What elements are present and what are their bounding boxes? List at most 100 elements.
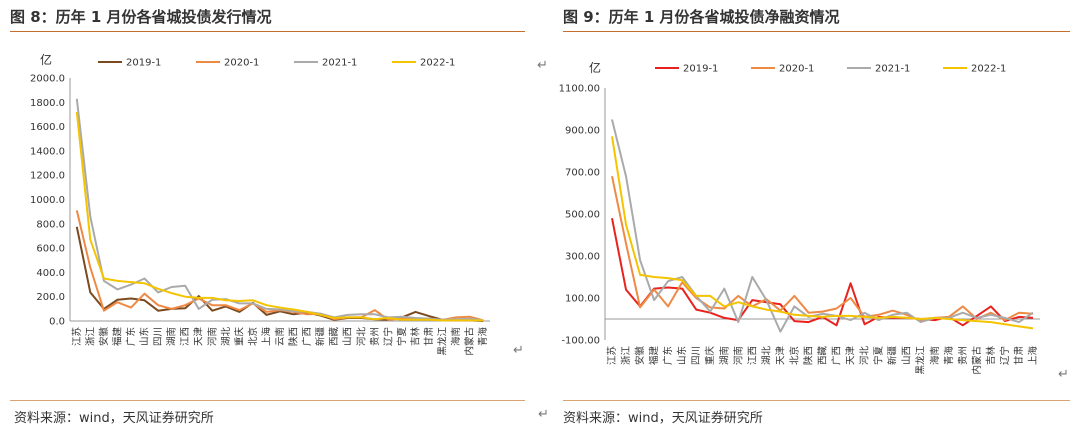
- x-tick-label: 江西: [180, 327, 191, 346]
- x-tick-label: 内蒙古: [464, 327, 476, 356]
- paragraph-mark: ↵: [537, 58, 548, 73]
- unit-label: 亿: [40, 52, 52, 67]
- x-tick-label: 上海: [1027, 346, 1039, 366]
- x-tick-label: 甘肃: [423, 327, 435, 346]
- y-tick-label: 1600.0: [30, 122, 65, 133]
- x-tick-label: 山东: [139, 327, 151, 346]
- y-tick-label: 100.00: [565, 294, 600, 305]
- x-tick-label: 西藏: [817, 346, 829, 366]
- x-tick-label: 江西: [747, 346, 758, 365]
- x-tick-label: 山西: [343, 327, 354, 346]
- x-tick-label: 四川: [153, 327, 164, 346]
- legend-label: 2019-1: [126, 58, 161, 69]
- y-tick-label: 1400.0: [30, 146, 65, 157]
- series-line: [75, 98, 484, 322]
- x-tick-label: 北京: [247, 327, 259, 346]
- x-tick-label: 上海: [260, 327, 272, 347]
- x-tick-label: 湖北: [221, 327, 232, 347]
- y-tick-label: 900.00: [565, 126, 600, 137]
- x-tick-label: 安徽: [98, 327, 110, 347]
- x-tick-label: 贵州: [957, 346, 969, 365]
- series-line: [611, 175, 1034, 323]
- x-tick-label: 贵州: [369, 327, 381, 346]
- x-tick-label: 陕西: [288, 327, 300, 346]
- x-tick-label: 重庆: [233, 327, 245, 347]
- x-tick-label: 福建: [648, 346, 660, 366]
- x-tick-label: 福建: [111, 327, 123, 347]
- x-tick-label: 江苏: [71, 327, 83, 347]
- x-tick-label: 新疆: [315, 327, 327, 347]
- issuance-chart: 亿 0.0 200.0 400.0 600.0 800.0 1000.0 1200.0 1400…: [30, 52, 490, 356]
- x-tick-label: 湖北: [761, 346, 772, 366]
- title-rule: [10, 31, 525, 32]
- series-line: [75, 226, 484, 322]
- x-tick-label: 广东: [125, 327, 137, 346]
- x-tick-label: 天津: [846, 346, 857, 366]
- y-tick-label: 0.0: [49, 317, 65, 328]
- legend-label: 2020-1: [779, 64, 814, 75]
- x-tick-label: 陕西: [802, 346, 814, 365]
- source-note: 资料来源：wind，天风证券研究所: [14, 411, 214, 426]
- y-tick-label: -100.00: [561, 336, 600, 347]
- x-tick-label: 广西: [301, 327, 313, 346]
- legend-label: 2021-1: [322, 58, 357, 69]
- legend-label: 2022-1: [420, 58, 455, 69]
- net-financing-chart: 亿 -100.00 100.00 300.00 500.00 700.00 900.00 11…: [559, 60, 1040, 375]
- x-tick-label: 河南: [206, 327, 218, 346]
- legend-label: 2019-1: [683, 64, 718, 75]
- x-tick-label: 西藏: [328, 327, 340, 347]
- unit-label: 亿: [589, 60, 601, 75]
- y-tick-label: 500.00: [565, 210, 600, 221]
- chart-title: 图 9：历年 1 月份各省城投债净融资情况: [563, 8, 840, 26]
- y-tick-label: 1200.0: [30, 171, 65, 182]
- x-tick-label: 宁夏: [396, 327, 408, 347]
- legend-label: 2021-1: [875, 64, 910, 75]
- y-tick-label: 800.0: [36, 219, 65, 230]
- x-tick-label: 黑龙江: [915, 346, 927, 375]
- x-tick-label: 黑龙江: [437, 327, 449, 356]
- footer-rule: [10, 400, 525, 401]
- x-tick-label: 重庆: [704, 346, 716, 366]
- x-tick-label: 广东: [662, 346, 674, 365]
- x-tick-label: 吉林: [409, 327, 421, 347]
- x-tick-label: 浙江: [620, 346, 632, 366]
- x-tick-label: 河南: [732, 346, 744, 365]
- y-tick-label: 400.0: [36, 268, 65, 279]
- legend-label: 2022-1: [971, 64, 1006, 75]
- y-tick-label: 1100.00: [559, 84, 600, 95]
- series-line: [611, 119, 1034, 333]
- x-tick-label: 天津: [775, 346, 786, 366]
- x-tick-label: 海南: [450, 327, 462, 346]
- x-tick-label: 浙江: [84, 327, 96, 347]
- x-tick-label: 江苏: [606, 346, 618, 366]
- paragraph-mark: ↵: [1058, 367, 1069, 382]
- x-tick-label: 青海: [943, 346, 955, 366]
- footer-rule: [563, 400, 1070, 401]
- series-line: [611, 136, 1034, 330]
- series-line: [611, 218, 1034, 327]
- y-tick-label: 1000.0: [30, 195, 65, 206]
- paragraph-mark: ↵: [538, 407, 549, 422]
- x-tick-label: 湖南: [718, 346, 730, 365]
- x-tick-label: 青海: [477, 327, 489, 347]
- source-note: 资料来源：wind，天风证券研究所: [563, 411, 763, 426]
- chart-title: 图 8：历年 1 月份各省城投债发行情况: [10, 8, 272, 26]
- x-tick-label: 河北: [859, 346, 871, 366]
- series-line: [75, 111, 484, 322]
- x-tick-label: 甘肃: [1013, 346, 1025, 365]
- y-tick-label: 600.0: [36, 244, 65, 255]
- x-tick-label: 北京: [788, 346, 800, 365]
- x-tick-label: 云南: [274, 327, 286, 346]
- x-tick-label: 内蒙古: [971, 346, 983, 375]
- paragraph-mark: ↵: [513, 343, 524, 358]
- y-tick-label: 1800.0: [30, 98, 65, 109]
- y-tick-label: 200.0: [36, 292, 65, 303]
- legend-label: 2020-1: [224, 58, 259, 69]
- y-tick-label: 700.00: [565, 168, 600, 179]
- x-tick-label: 辽宁: [382, 327, 394, 346]
- x-tick-label: 海南: [929, 346, 941, 365]
- x-tick-label: 吉林: [985, 346, 997, 366]
- x-tick-label: 安徽: [634, 346, 646, 366]
- series-line: [75, 210, 484, 322]
- x-tick-label: 广西: [831, 346, 843, 365]
